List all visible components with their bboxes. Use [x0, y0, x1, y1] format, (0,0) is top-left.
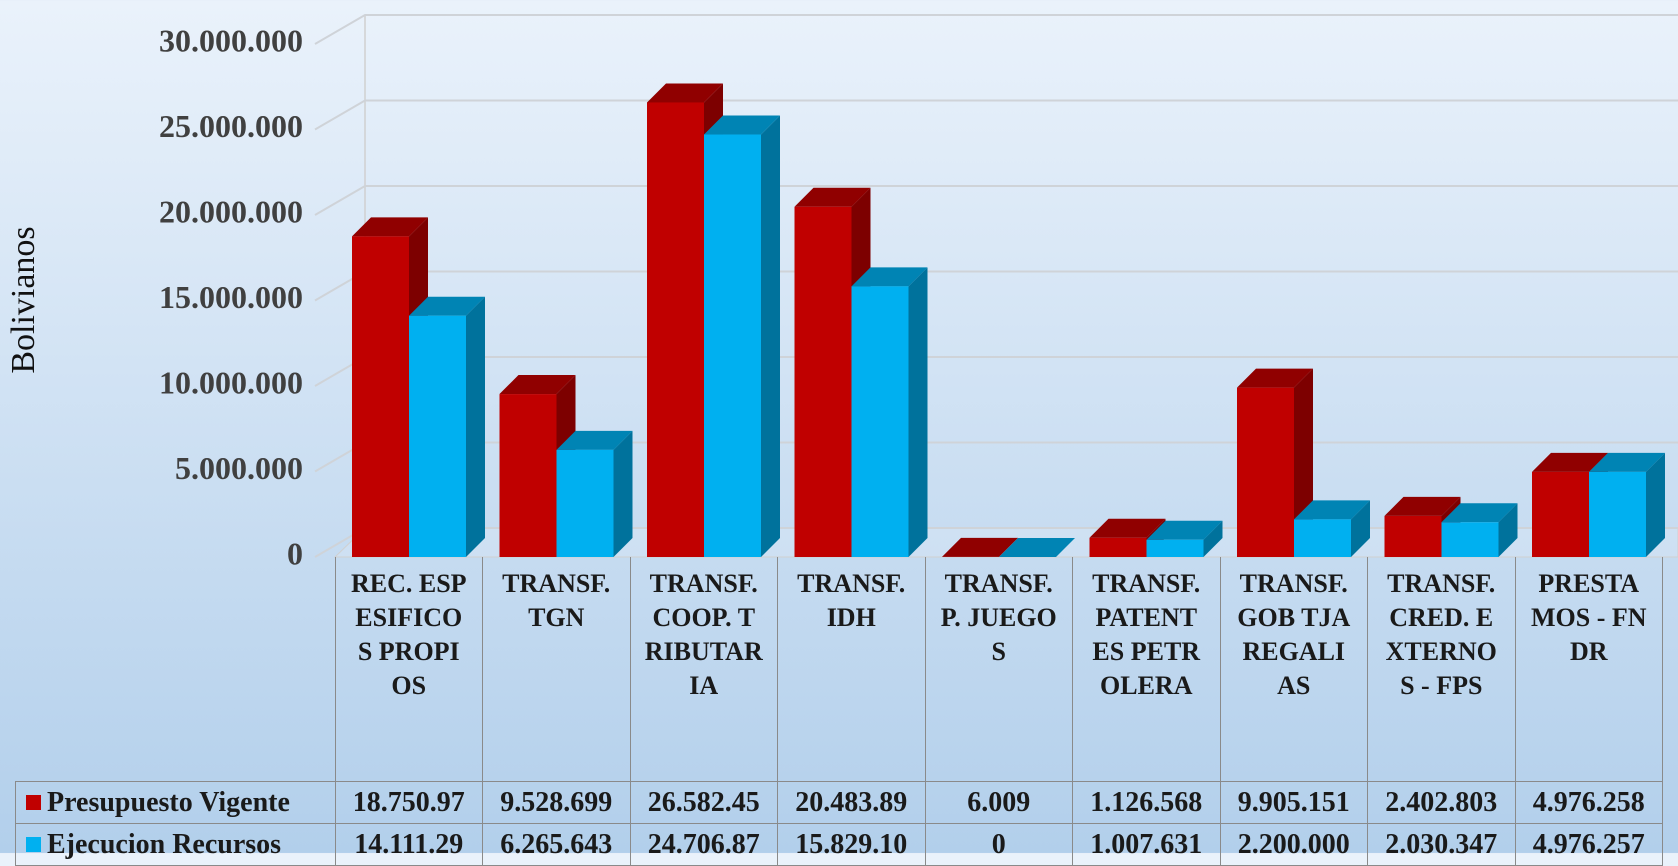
value-label: 2.402.803: [1368, 782, 1516, 824]
category-label: TRANSF. GOB TJA REGALIAS: [1220, 557, 1368, 782]
grid-line: [315, 15, 1678, 44]
bar-front: [1442, 522, 1499, 557]
value-label: 14.111.29: [335, 824, 483, 866]
bar: [1589, 453, 1665, 557]
bar: [1442, 503, 1518, 557]
value-label: 26.582.45: [630, 782, 778, 824]
bar-front: [1294, 519, 1351, 557]
bar-front: [1237, 388, 1294, 557]
legend-entry: Presupuesto Vigente: [16, 782, 336, 824]
value-label: 9.528.699: [483, 782, 631, 824]
value-label: 4.976.257: [1515, 824, 1663, 866]
category-label: TRANSF. P. JUEGOS: [925, 557, 1073, 782]
y-tick-label: 30.000.000: [159, 22, 303, 58]
bar: [1294, 500, 1370, 557]
bar-side: [909, 267, 928, 557]
bar-front: [704, 135, 761, 557]
y-tick-label: 20.000.000: [159, 193, 303, 229]
legend-label: Ejecucion Recursos: [47, 829, 281, 860]
bar-front: [409, 316, 466, 557]
bar-side: [761, 116, 780, 557]
value-label: 20.483.89: [778, 782, 926, 824]
category-label: TRANSF. TGN: [483, 557, 631, 782]
legend-key: [26, 837, 41, 852]
bar: [557, 431, 633, 557]
grid-line: [315, 186, 1678, 215]
bar-front: [1532, 472, 1589, 557]
value-label: 1.126.568: [1073, 782, 1221, 824]
y-tick-label: 25.000.000: [159, 108, 303, 144]
bar-front: [352, 236, 409, 557]
value-label: 1.007.631: [1073, 824, 1221, 866]
bar-front: [500, 394, 557, 557]
bar-front: [1589, 472, 1646, 557]
value-label: 4.976.258: [1515, 782, 1663, 824]
y-tick-label: 15.000.000: [159, 279, 303, 315]
bar-front: [1090, 538, 1147, 557]
bar: [852, 267, 928, 557]
bar-front: [1385, 516, 1442, 557]
bar-front: [795, 207, 852, 557]
y-axis-label: Bolivianos: [5, 226, 42, 373]
category-label: TRANSF. IDH: [778, 557, 926, 782]
value-label: 18.750.97: [335, 782, 483, 824]
value-label: 15.829.10: [778, 824, 926, 866]
grid-line: [315, 272, 1678, 301]
legend-entry: Ejecucion Recursos: [16, 824, 336, 866]
value-label: 6.265.643: [483, 824, 631, 866]
y-tick-label: 10.000.000: [159, 364, 303, 400]
category-label: TRANSF. COOP. TRIBUTARIA: [630, 557, 778, 782]
y-tick-label: 5.000.000: [175, 450, 303, 486]
corner: [16, 557, 336, 782]
value-label: 2.200.000: [1220, 824, 1368, 866]
value-label: 9.905.151: [1220, 782, 1368, 824]
category-label: REC. ESPESIFICOS PROPIOS: [335, 557, 483, 782]
bar: [704, 116, 780, 557]
category-label: TRANSF. PATENTES PETROLERA: [1073, 557, 1221, 782]
legend-label: Presupuesto Vigente: [47, 787, 290, 818]
bar-side: [614, 431, 633, 557]
value-label: 6.009: [925, 782, 1073, 824]
category-label: TRANSF. CRED. EXTERNOS - FPS: [1368, 557, 1516, 782]
category-label: PRESTAMOS - FNDR: [1515, 557, 1663, 782]
bar: [409, 297, 485, 557]
bar-front: [557, 450, 614, 557]
value-label: 24.706.87: [630, 824, 778, 866]
bar-side: [466, 297, 485, 557]
bar-front: [1147, 540, 1204, 557]
legend-key: [26, 795, 41, 810]
value-label: 2.030.347: [1368, 824, 1516, 866]
grid-line: [315, 101, 1678, 130]
value-label: 0: [925, 824, 1073, 866]
bar-front: [647, 102, 704, 557]
bar-front: [852, 286, 909, 557]
